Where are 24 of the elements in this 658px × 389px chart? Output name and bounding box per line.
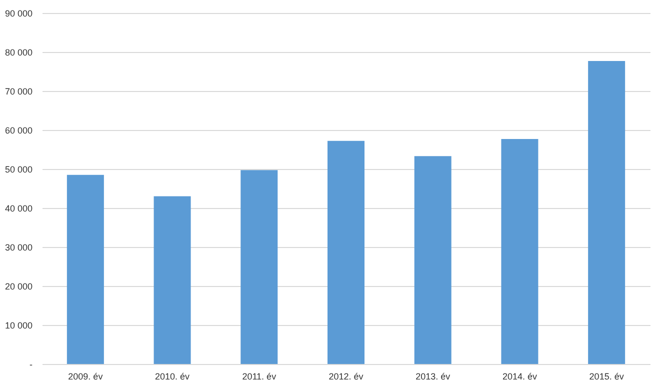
y-tick-label: 80 000 (4, 48, 32, 58)
bar (588, 60, 626, 364)
bar (154, 196, 191, 364)
bar (328, 140, 364, 364)
y-tick-label: 90 000 (4, 8, 32, 18)
bar (240, 170, 278, 364)
x-tick-label: 2013. év (416, 372, 451, 382)
y-tick-label: 10 000 (4, 320, 32, 330)
x-tick-label: 2015. év (589, 372, 624, 382)
bar (66, 174, 104, 364)
y-tick-label: 70 000 (4, 86, 32, 96)
y-tick-label: 20 000 (4, 282, 32, 292)
x-tick-label: 2010. év (155, 372, 190, 382)
bar (414, 156, 452, 364)
y-tick-label: - (30, 360, 32, 370)
x-tick-label: 2014. év (502, 372, 538, 382)
x-tick-label: 2012. év (328, 372, 364, 382)
y-tick-label: 30 000 (4, 242, 32, 252)
bar (501, 138, 538, 364)
x-tick-label: 2009. év (68, 372, 104, 382)
x-tick-label: 2011. év (242, 372, 277, 382)
y-tick-label: 60 000 (4, 126, 32, 136)
y-tick-label: 50 000 (4, 164, 32, 174)
y-tick-label: 40 000 (4, 204, 32, 214)
